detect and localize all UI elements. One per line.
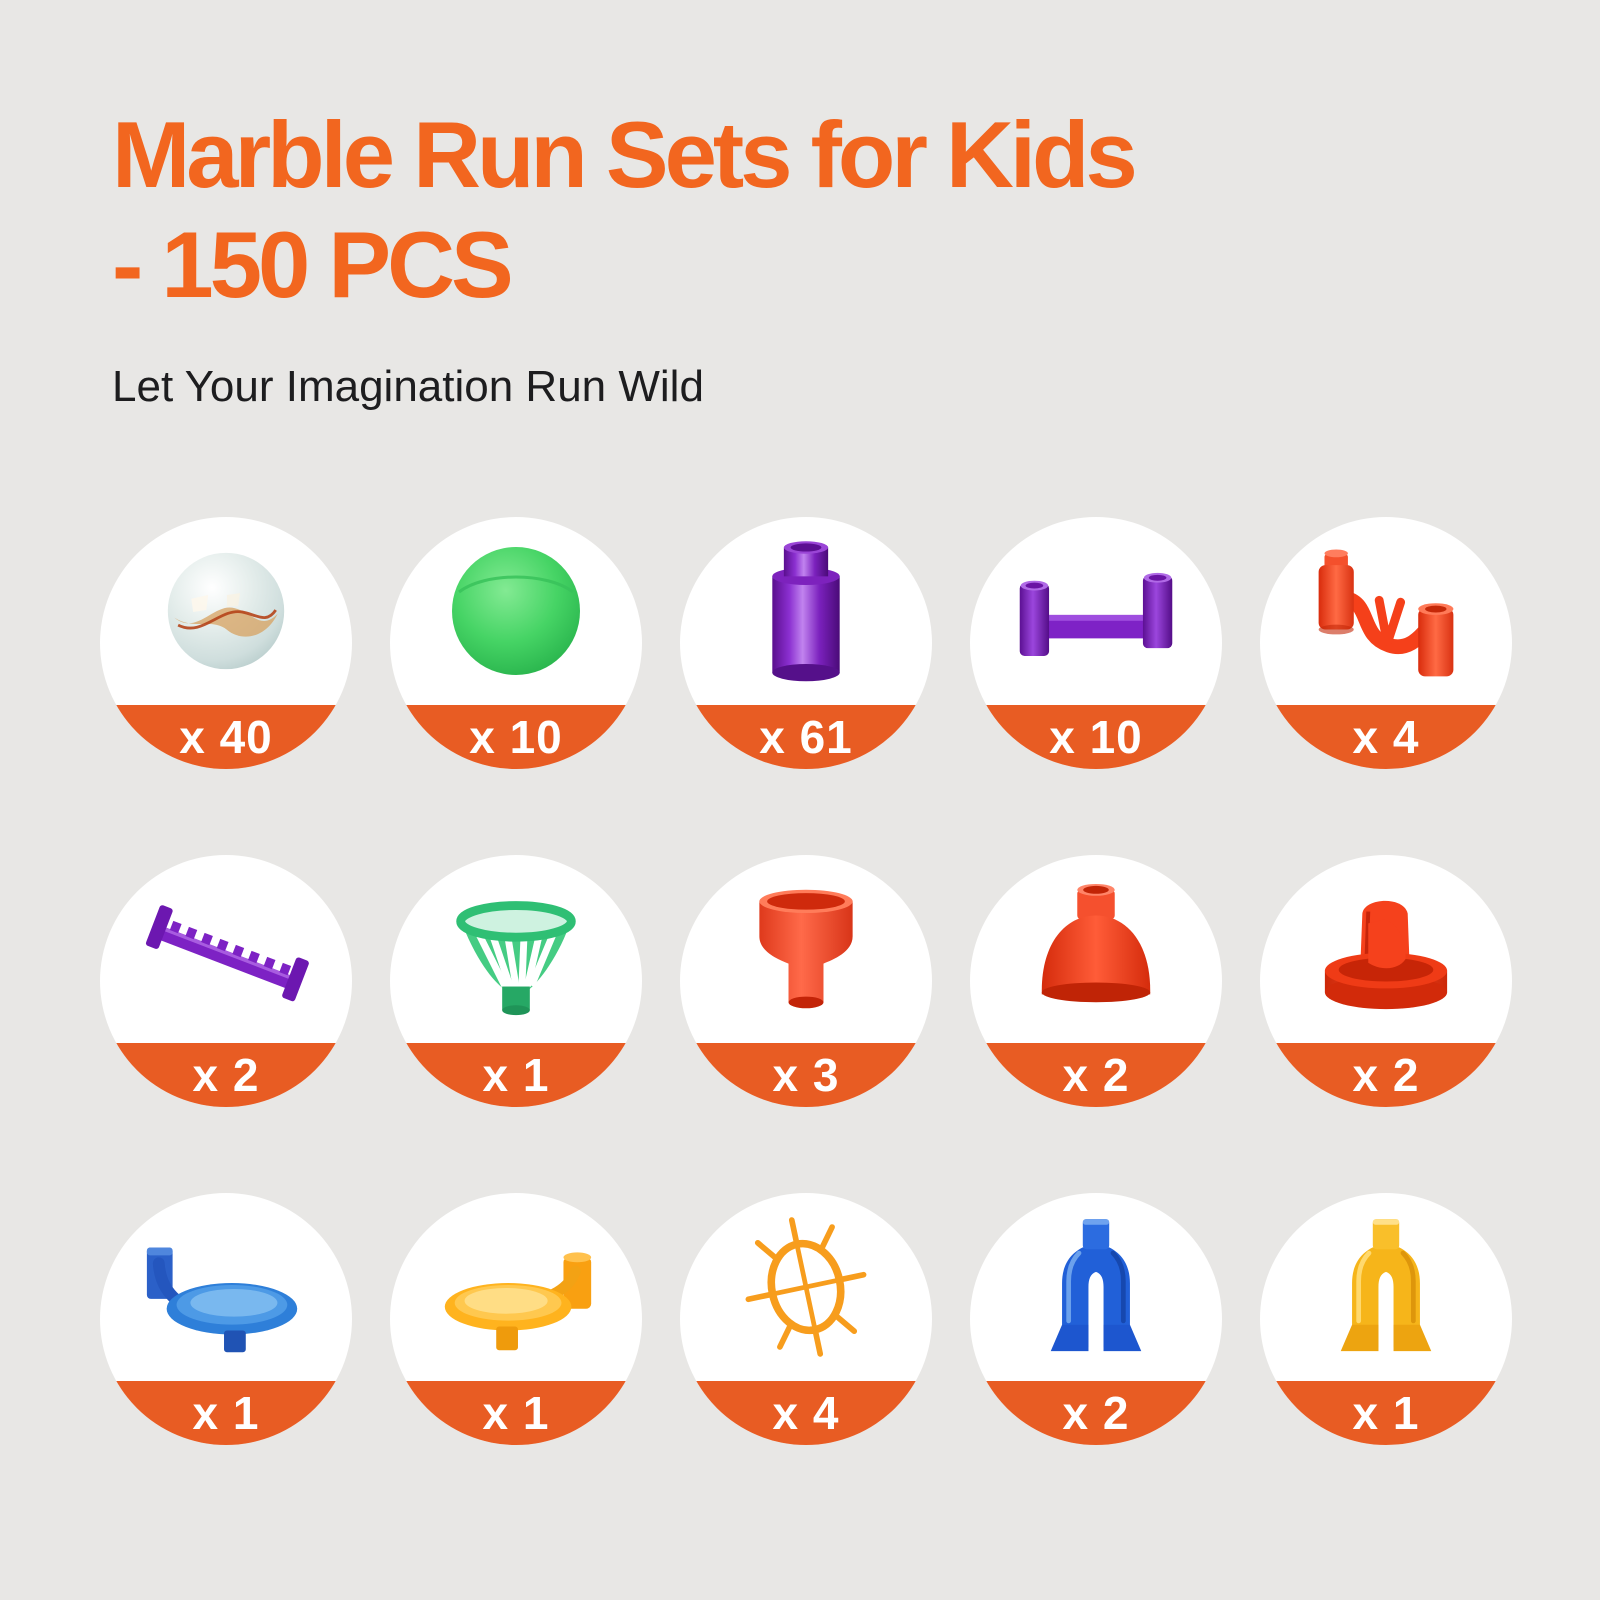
part-badge: x 1 xyxy=(100,1193,352,1445)
count-label: x 4 xyxy=(772,1387,840,1439)
count-badge: x 1 xyxy=(1260,1381,1512,1445)
count-badge: x 40 xyxy=(100,705,352,769)
part-photo xyxy=(1260,1193,1512,1381)
yellow-collection-tray-icon xyxy=(444,1252,592,1351)
parts-grid: x 40 x 10 xyxy=(100,517,1512,1445)
count-badge: x 4 xyxy=(1260,705,1512,769)
part-photo xyxy=(680,517,932,705)
count-label: x 40 xyxy=(179,711,273,763)
part-photo xyxy=(390,517,642,705)
part-photo xyxy=(100,1193,352,1381)
part-photo xyxy=(970,855,1222,1043)
count-badge: x 10 xyxy=(970,705,1222,769)
red-curve-fork-track-icon xyxy=(1318,549,1454,677)
part-badge: x 61 xyxy=(680,517,932,769)
count-badge: x 4 xyxy=(680,1381,932,1445)
blue-collection-tray-icon xyxy=(146,1247,298,1353)
count-label: x 1 xyxy=(482,1049,550,1101)
part-badge: x 2 xyxy=(970,1193,1222,1445)
count-badge: x 2 xyxy=(970,1043,1222,1107)
part-badge: x 4 xyxy=(680,1193,932,1445)
red-spinner-wheel-icon xyxy=(1324,900,1448,1010)
count-label: x 10 xyxy=(1049,711,1143,763)
purple-h-connector-icon xyxy=(1019,572,1173,656)
page-title: Marble Run Sets for Kids - 150 PCS xyxy=(112,100,1138,320)
yellow-u-tunnel-icon xyxy=(1340,1219,1432,1352)
count-label: x 61 xyxy=(759,711,853,763)
part-badge: x 3 xyxy=(680,855,932,1107)
header: Marble Run Sets for Kids - 150 PCS Let Y… xyxy=(112,100,1138,412)
part-photo xyxy=(1260,517,1512,705)
orange-sun-spinner-icon xyxy=(745,1217,867,1357)
page-title-line2: - 150 PCS xyxy=(112,211,514,317)
count-badge: x 10 xyxy=(390,705,642,769)
purple-straight-tube-icon xyxy=(772,541,840,682)
part-badge: x 4 xyxy=(1260,517,1512,769)
count-badge: x 1 xyxy=(390,1381,642,1445)
part-photo xyxy=(100,855,352,1043)
red-dome-cap-icon xyxy=(1041,883,1151,1003)
glass-marble-icon xyxy=(167,552,285,670)
count-label: x 2 xyxy=(1062,1387,1130,1439)
part-badge: x 10 xyxy=(390,517,642,769)
part-badge: x 2 xyxy=(1260,855,1512,1107)
blue-u-tunnel-icon xyxy=(1050,1219,1142,1352)
green-funnel-basket-icon xyxy=(456,901,576,1016)
count-badge: x 2 xyxy=(100,1043,352,1107)
count-badge: x 61 xyxy=(680,705,932,769)
part-photo xyxy=(100,517,352,705)
count-badge: x 2 xyxy=(970,1381,1222,1445)
count-label: x 1 xyxy=(192,1387,260,1439)
count-label: x 1 xyxy=(1352,1387,1420,1439)
page-subtitle: Let Your Imagination Run Wild xyxy=(112,361,704,411)
count-label: x 2 xyxy=(192,1049,260,1101)
part-photo xyxy=(680,1193,932,1381)
part-badge: x 1 xyxy=(390,855,642,1107)
part-badge: x 40 xyxy=(100,517,352,769)
part-photo xyxy=(390,855,642,1043)
count-badge: x 1 xyxy=(100,1381,352,1445)
part-badge: x 1 xyxy=(1260,1193,1512,1445)
part-photo xyxy=(970,1193,1222,1381)
count-label: x 2 xyxy=(1062,1049,1130,1101)
count-badge: x 2 xyxy=(1260,1043,1512,1107)
page-title-line1: Marble Run Sets for Kids xyxy=(112,102,1138,207)
count-label: x 2 xyxy=(1352,1049,1420,1101)
part-badge: x 1 xyxy=(390,1193,642,1445)
part-badge: x 2 xyxy=(970,855,1222,1107)
part-photo xyxy=(1260,855,1512,1043)
red-funnel-tube-icon xyxy=(759,889,853,1009)
purple-zigzag-rail-icon xyxy=(145,905,309,1002)
count-label: x 4 xyxy=(1352,711,1420,763)
count-label: x 3 xyxy=(772,1049,840,1101)
count-label: x 10 xyxy=(469,711,563,763)
part-badge: x 10 xyxy=(970,517,1222,769)
part-photo xyxy=(390,1193,642,1381)
count-badge: x 1 xyxy=(390,1043,642,1107)
part-photo xyxy=(970,517,1222,705)
part-badge: x 2 xyxy=(100,855,352,1107)
green-ball-icon xyxy=(452,547,580,675)
part-photo xyxy=(680,855,932,1043)
count-badge: x 3 xyxy=(680,1043,932,1107)
count-label: x 1 xyxy=(482,1387,550,1439)
